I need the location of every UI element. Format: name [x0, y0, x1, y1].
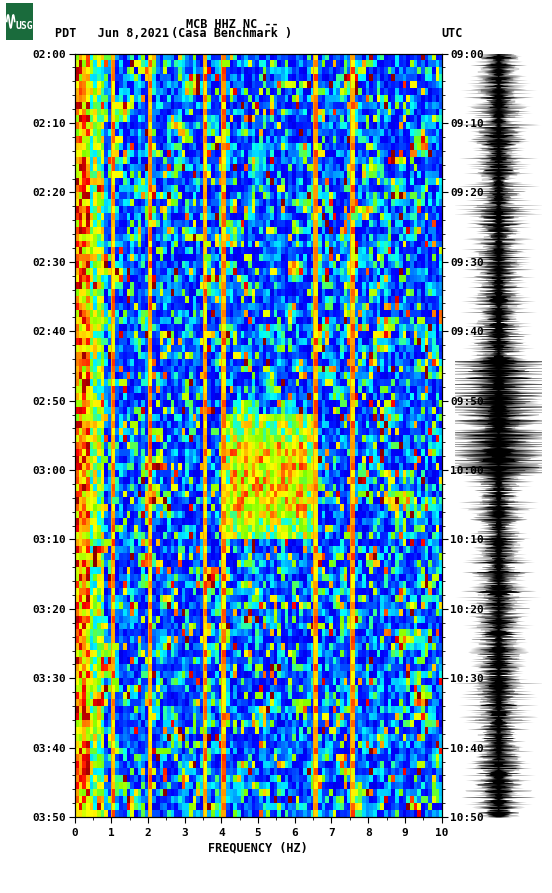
Text: (Casa Benchmark ): (Casa Benchmark ) — [171, 27, 293, 40]
Bar — [6, 3, 33, 40]
Text: MCB HHZ NC --: MCB HHZ NC -- — [185, 18, 278, 31]
Text: USGS: USGS — [16, 21, 39, 31]
Text: UTC: UTC — [442, 27, 463, 40]
X-axis label: FREQUENCY (HZ): FREQUENCY (HZ) — [208, 842, 308, 855]
Text: PDT   Jun 8,2021: PDT Jun 8,2021 — [55, 27, 169, 40]
